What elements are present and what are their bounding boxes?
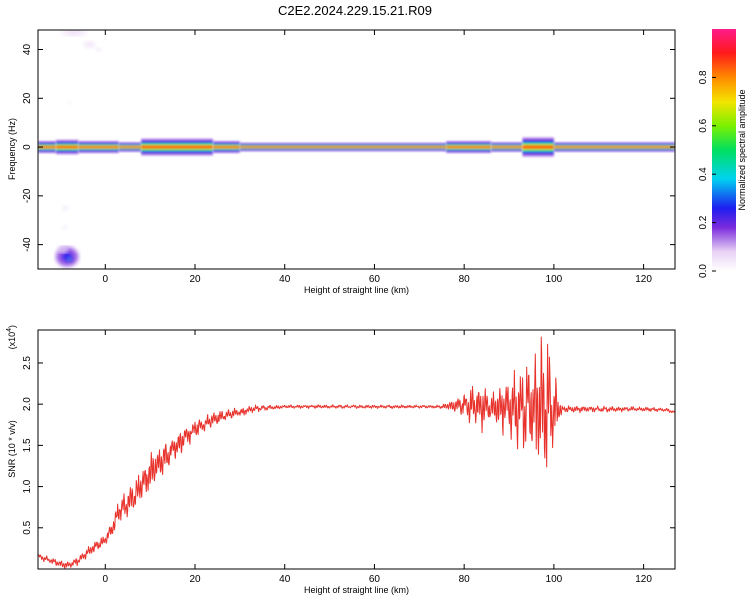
spectrogram-blob-3 — [60, 30, 88, 37]
spectrogram-band-segment-5 — [212, 140, 240, 154]
spectrogram-y-tick-label: -20 — [22, 188, 33, 203]
spectrogram-band-segment-6 — [239, 142, 447, 152]
snr-multiplier-suffix: ) — [7, 325, 17, 328]
colorbar-gradient — [712, 29, 736, 271]
snr-y-tick-label: 0.5 — [22, 520, 33, 534]
spectrogram-blob-8 — [67, 100, 72, 106]
svg-text:(x104): (x104) — [6, 325, 17, 349]
colorbar-tick-label: 0.2 — [698, 215, 709, 229]
colorbar-tick-label: 0.0 — [698, 264, 709, 278]
spectrogram-blob-1 — [65, 256, 73, 263]
snr-y-label: SNR (10 * v/v) — [7, 420, 17, 478]
spectrogram-y-tick-label: 40 — [22, 44, 33, 56]
spectrogram-y-tick-label: 0 — [22, 144, 33, 150]
colorbar-tick-label: 0.8 — [698, 70, 709, 84]
snr-x-tick-label: 120 — [635, 574, 652, 585]
spectrogram-blob-2 — [57, 245, 69, 254]
spectrogram-blob-6 — [61, 205, 69, 211]
spectrogram-blob-5 — [94, 47, 103, 52]
spectrogram-x-axis: 0 20 40 60 80 100 120 — [103, 30, 652, 285]
snr-series-line — [38, 336, 675, 569]
colorbar-label: Normalized spectral amplitude — [737, 89, 747, 210]
spectrogram-band-segment-0 — [38, 140, 56, 154]
spectrogram-band-segment-2 — [78, 140, 119, 154]
snr-x-tick-label: 0 — [103, 574, 109, 585]
colorbar: 0.0 0.2 0.4 0.6 0.8 Normalized spectral ampl… — [698, 29, 747, 278]
spectrogram-band-segment-1 — [55, 139, 79, 155]
snr-y-tick-label: 2.0 — [22, 397, 33, 411]
spectrogram-plot: 0 20 40 60 80 100 120 -40 -20 0 20 40 Height of st… — [7, 29, 676, 295]
snr-multiplier-base: (x10 — [7, 332, 17, 350]
spectrogram-band-segment-8 — [491, 142, 523, 152]
spectrogram-band-segment-3 — [118, 142, 142, 152]
snr-x-tick-label: 80 — [459, 574, 471, 585]
spectrogram-x-tick-label: 80 — [459, 274, 471, 285]
snr-x-tick-label: 20 — [189, 574, 201, 585]
colorbar-tick-label: 0.6 — [698, 118, 709, 132]
spectrogram-band-segment-9 — [522, 137, 554, 157]
spectrogram-y-tick-label: 20 — [22, 92, 33, 104]
snr-x-tick-label: 60 — [369, 574, 381, 585]
colorbar-tick-label: 0.4 — [698, 167, 709, 181]
spectrogram-y-label: Frequency (Hz) — [7, 118, 17, 180]
spectrogram-y-axis: -40 -20 0 20 40 — [22, 44, 675, 252]
snr-y-axis: 0.5 1.0 1.5 2.0 2.5 — [22, 356, 675, 535]
spectrogram-x-label: Height of straight line (km) — [304, 285, 409, 295]
spectrogram-blob-4 — [82, 40, 97, 49]
snr-y-tick-label: 1.5 — [22, 438, 33, 452]
spectrogram-band-segment-7 — [446, 140, 492, 154]
spectrogram-x-tick-label: 120 — [635, 274, 652, 285]
spectrogram-x-tick-label: 0 — [103, 274, 109, 285]
spectrogram-band-segment-4 — [141, 138, 213, 156]
chart-title: C2E2.2024.229.15.21.R09 — [278, 3, 432, 18]
snr-x-axis: 0 20 40 60 80 100 120 — [103, 330, 652, 585]
snr-y-tick-label: 1.0 — [22, 479, 33, 493]
spectrogram-band-segment-10 — [553, 142, 675, 152]
snr-multiplier-exponent: 4 — [6, 328, 13, 332]
snr-frame — [37, 329, 676, 570]
spectrogram-blob-7 — [62, 225, 68, 230]
spectrogram-y-tick-label: -40 — [22, 237, 33, 252]
colorbar-ticks: 0.0 0.2 0.4 0.6 0.8 — [698, 70, 716, 278]
snr-plot: 0 20 40 60 80 100 120 0.5 1.0 1.5 2.0 2.5 Height o… — [6, 325, 676, 595]
snr-background — [38, 330, 675, 569]
spectrogram-x-tick-label: 100 — [546, 274, 563, 285]
spectrogram-frame — [37, 29, 676, 270]
spectrogram-x-tick-label: 20 — [189, 274, 201, 285]
snr-x-tick-label: 100 — [546, 574, 563, 585]
snr-multiplier: (x104) — [6, 325, 17, 349]
snr-x-label: Height of straight line (km) — [304, 585, 409, 595]
spectrogram-x-tick-label: 60 — [369, 274, 381, 285]
snr-y-tick-label: 2.5 — [22, 356, 33, 370]
snr-x-tick-label: 40 — [279, 574, 291, 585]
spectrogram-x-tick-label: 40 — [279, 274, 291, 285]
spectrogram-heatmap — [38, 30, 675, 267]
